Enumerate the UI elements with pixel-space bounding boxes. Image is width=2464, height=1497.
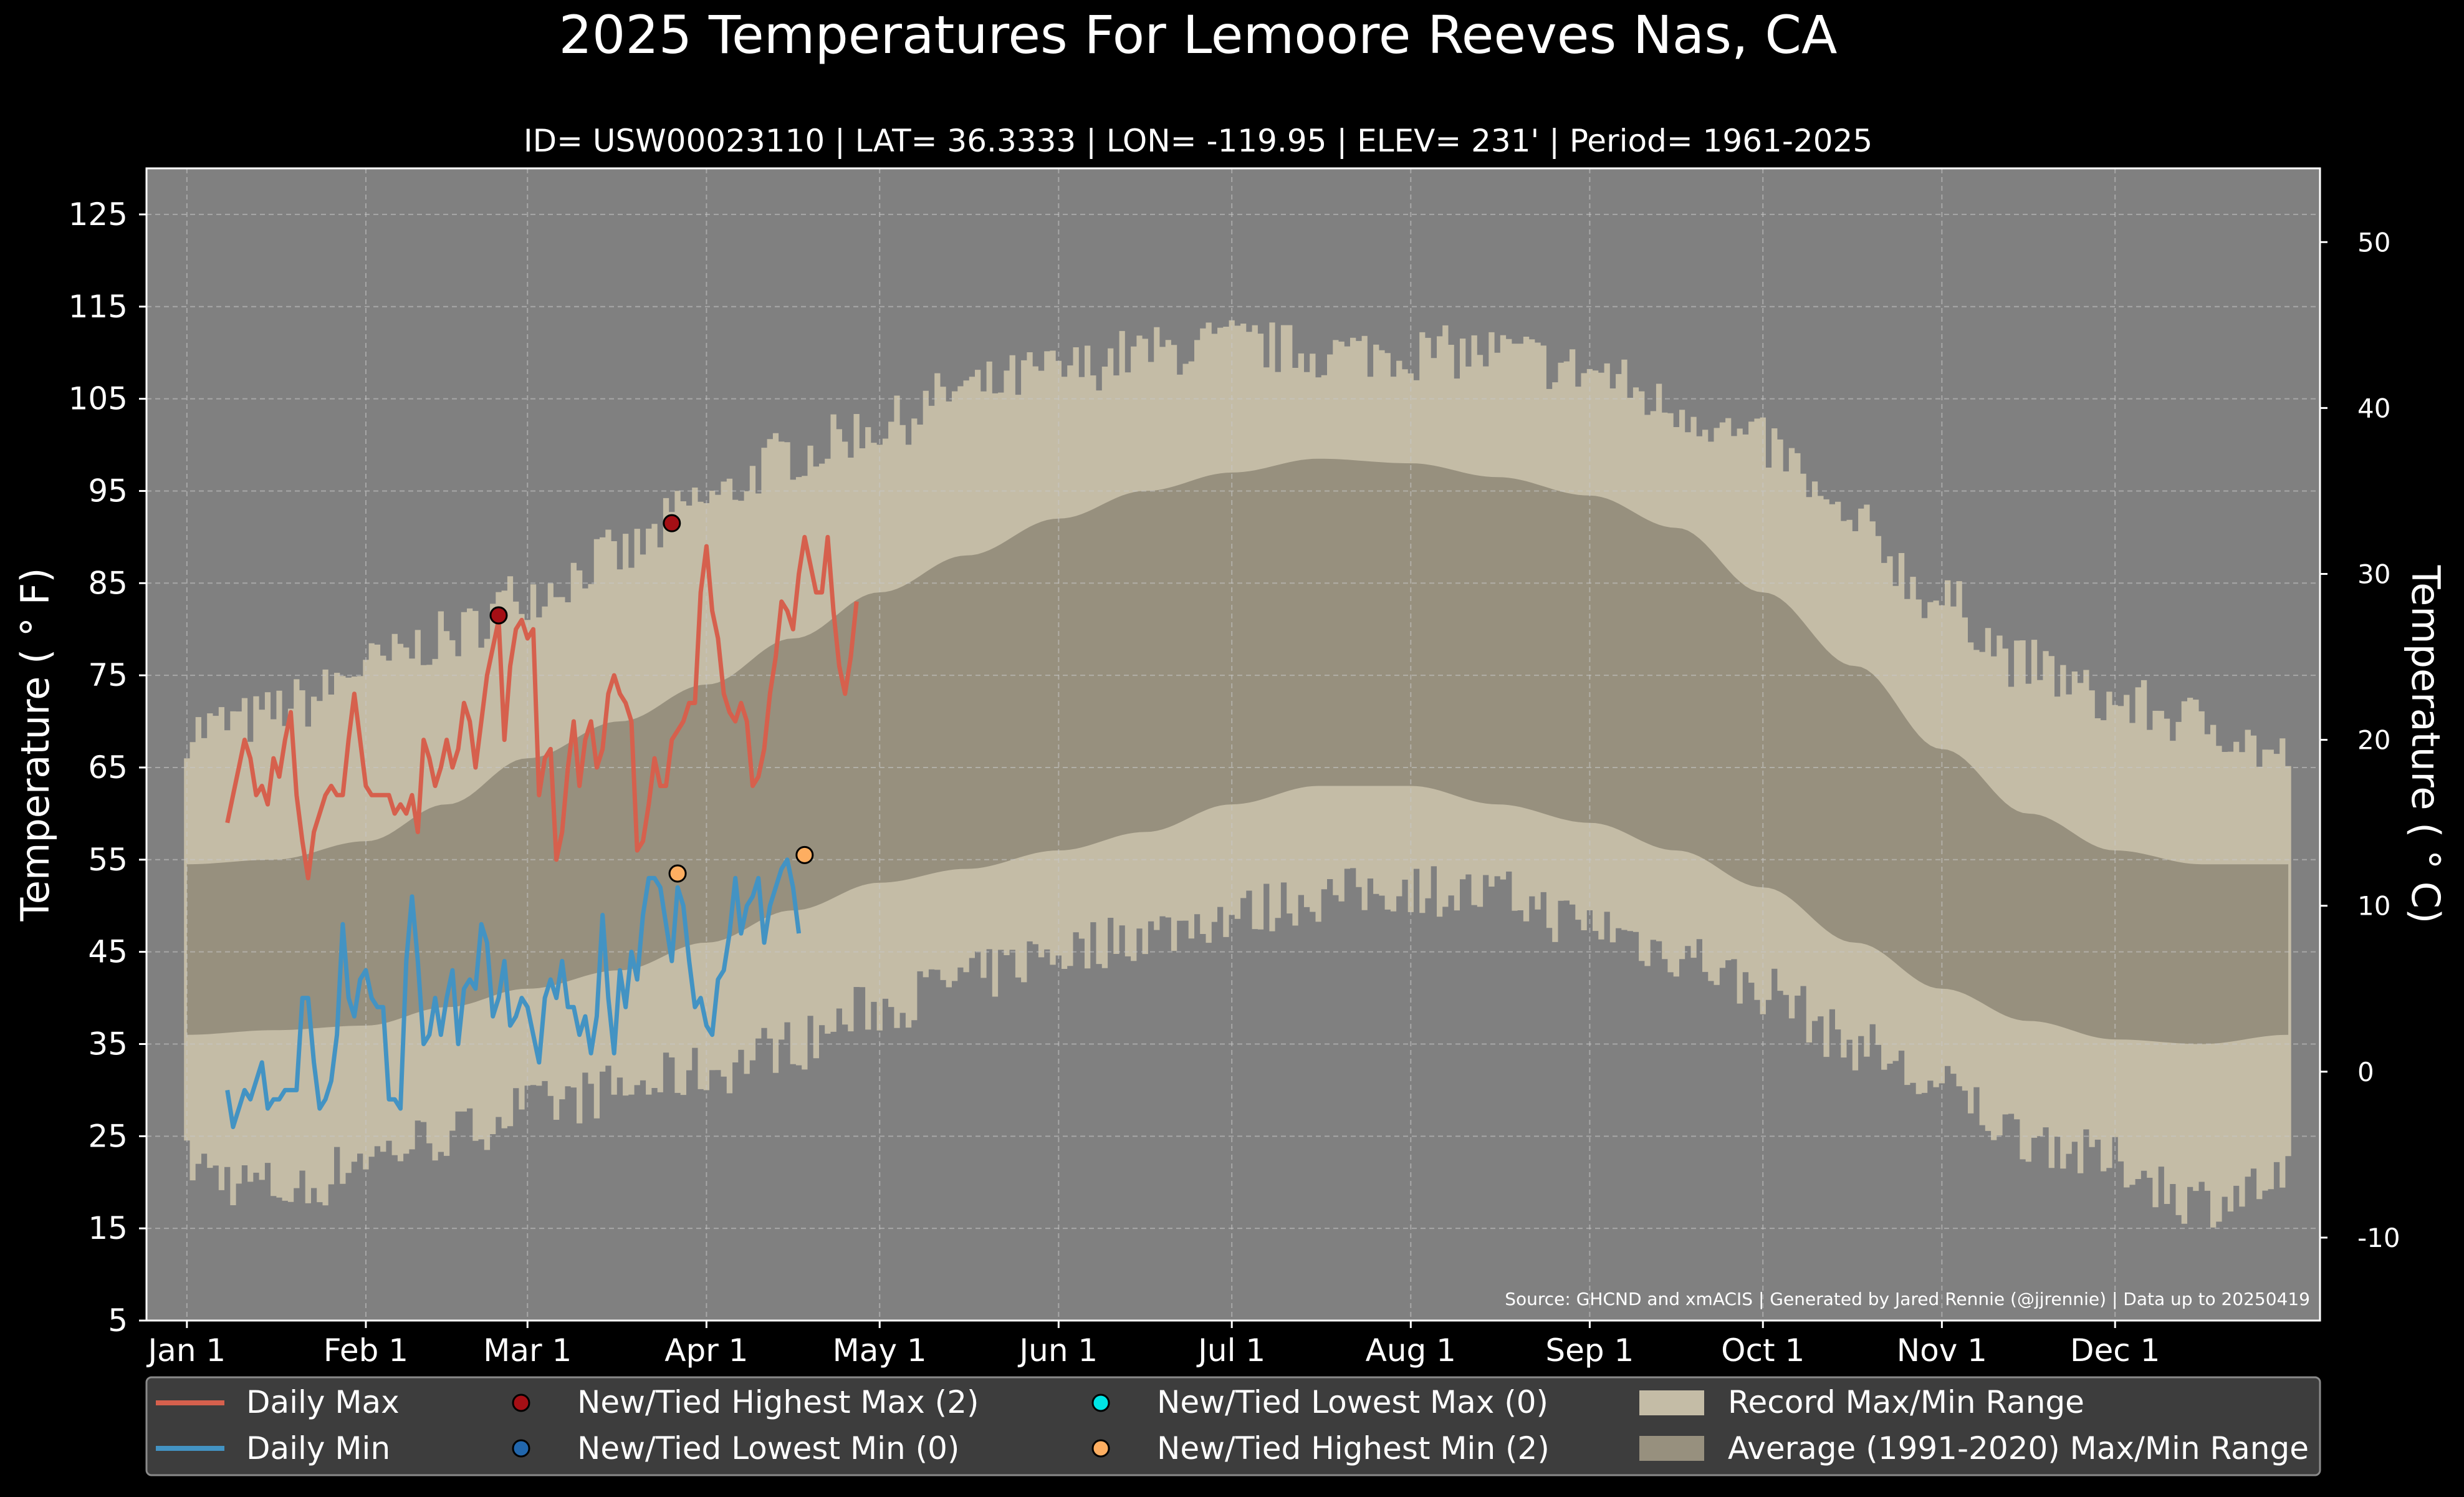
y-right-tick-label: 10 xyxy=(2357,891,2390,922)
legend-label-average-range: Average (1991-2020) Max/Min Range xyxy=(1728,1430,2309,1466)
record-point-marker xyxy=(663,514,681,532)
x-tick-label: Apr 1 xyxy=(664,1332,748,1369)
y-tick-label: 65 xyxy=(88,749,128,786)
x-tick-label: Jan 1 xyxy=(146,1332,226,1369)
y-tick-label: 85 xyxy=(88,565,128,601)
y-tick-label: 105 xyxy=(69,381,128,417)
x-tick-label: Sep 1 xyxy=(1545,1332,1634,1369)
y-tick-label: 95 xyxy=(88,473,128,509)
y-axis-label: Temperature ( ° F) xyxy=(12,568,58,922)
legend-marker-highest-min xyxy=(1091,1439,1110,1458)
legend-label-record-range: Record Max/Min Range xyxy=(1728,1384,2084,1420)
x-tick-label: Mar 1 xyxy=(483,1332,572,1369)
legend-swatch-average-range xyxy=(1639,1436,1704,1461)
y-tick-label: 15 xyxy=(88,1210,128,1246)
x-axis: Jan 1 Feb 1 Mar 1 Apr 1 May 1 Jun 1 Jul 1 Aug 1… xyxy=(146,1321,2160,1369)
y-axis-left: 5 15 25 35 45 55 65 75 85 95 105 115 125 xyxy=(69,196,146,1339)
y-right-tick-label: 30 xyxy=(2357,559,2390,589)
y-right-tick-label: 50 xyxy=(2357,227,2390,258)
y-tick-label: 75 xyxy=(88,657,128,693)
legend-label-daily-max: Daily Max xyxy=(246,1384,400,1420)
legend-marker-lowest-max xyxy=(1091,1394,1110,1412)
legend-label-highest-max: New/Tied Highest Max (2) xyxy=(577,1384,979,1420)
y-tick-label: 115 xyxy=(69,289,128,325)
y-axis-label-right: Temperature ( ° C) xyxy=(2403,565,2448,924)
legend-label-lowest-min: New/Tied Lowest Min (0) xyxy=(577,1430,959,1466)
legend-label-highest-min: New/Tied Highest Min (2) xyxy=(1157,1430,1550,1466)
series-line-daily-min xyxy=(225,857,802,1129)
x-tick-label: Jul 1 xyxy=(1196,1332,1265,1369)
legend-box xyxy=(145,1376,2321,1476)
y-tick-label: 45 xyxy=(88,934,128,970)
legend: Daily Max Daily Min New/Tied Highest Max… xyxy=(145,1376,2321,1476)
legend-swatch-record-range xyxy=(1639,1390,1704,1415)
y-right-tick-label: 40 xyxy=(2357,393,2390,423)
x-tick-label: Aug 1 xyxy=(1366,1332,1456,1369)
record-point-marker xyxy=(668,864,687,883)
chart-subtitle: ID= USW00023110 | LAT= 36.3333 | LON= -1… xyxy=(524,123,1872,159)
y-right-tick-label: 20 xyxy=(2357,725,2390,756)
source-note: Source: GHCND and xmACIS | Generated by … xyxy=(1505,1289,2310,1309)
y-tick-label: 55 xyxy=(88,842,128,878)
legend-marker-highest-max xyxy=(512,1394,530,1412)
series-lines xyxy=(225,534,859,1129)
legend-marker-lowest-min xyxy=(512,1439,530,1458)
y-right-tick-label: -10 xyxy=(2357,1223,2400,1253)
legend-label-lowest-max: New/Tied Lowest Max (0) xyxy=(1157,1384,1548,1420)
x-tick-label: May 1 xyxy=(833,1332,927,1369)
y-tick-label: 35 xyxy=(88,1026,128,1062)
plot-frame xyxy=(145,167,2321,1322)
y-axis-right: -10 0 10 20 30 40 50 xyxy=(2320,227,2400,1253)
grid-lines xyxy=(146,168,2320,1321)
y-tick-label: 125 xyxy=(69,196,128,233)
x-tick-label: Dec 1 xyxy=(2070,1332,2160,1369)
y-tick-label: 25 xyxy=(88,1118,128,1154)
y-right-tick-label: 0 xyxy=(2357,1057,2374,1087)
x-tick-label: Nov 1 xyxy=(1897,1332,1987,1369)
record-points xyxy=(489,514,814,883)
record-point-marker xyxy=(795,845,814,864)
x-tick-label: Jun 1 xyxy=(1017,1332,1098,1369)
chart-title: 2025 Temperatures For Lemoore Reeves Nas… xyxy=(558,4,1837,65)
legend-label-daily-min: Daily Min xyxy=(246,1430,390,1466)
x-tick-label: Feb 1 xyxy=(324,1332,408,1369)
y-tick-label: 5 xyxy=(108,1302,128,1339)
record-point-marker xyxy=(489,606,508,625)
x-tick-label: Oct 1 xyxy=(1721,1332,1805,1369)
series-line-daily-max xyxy=(225,534,859,880)
